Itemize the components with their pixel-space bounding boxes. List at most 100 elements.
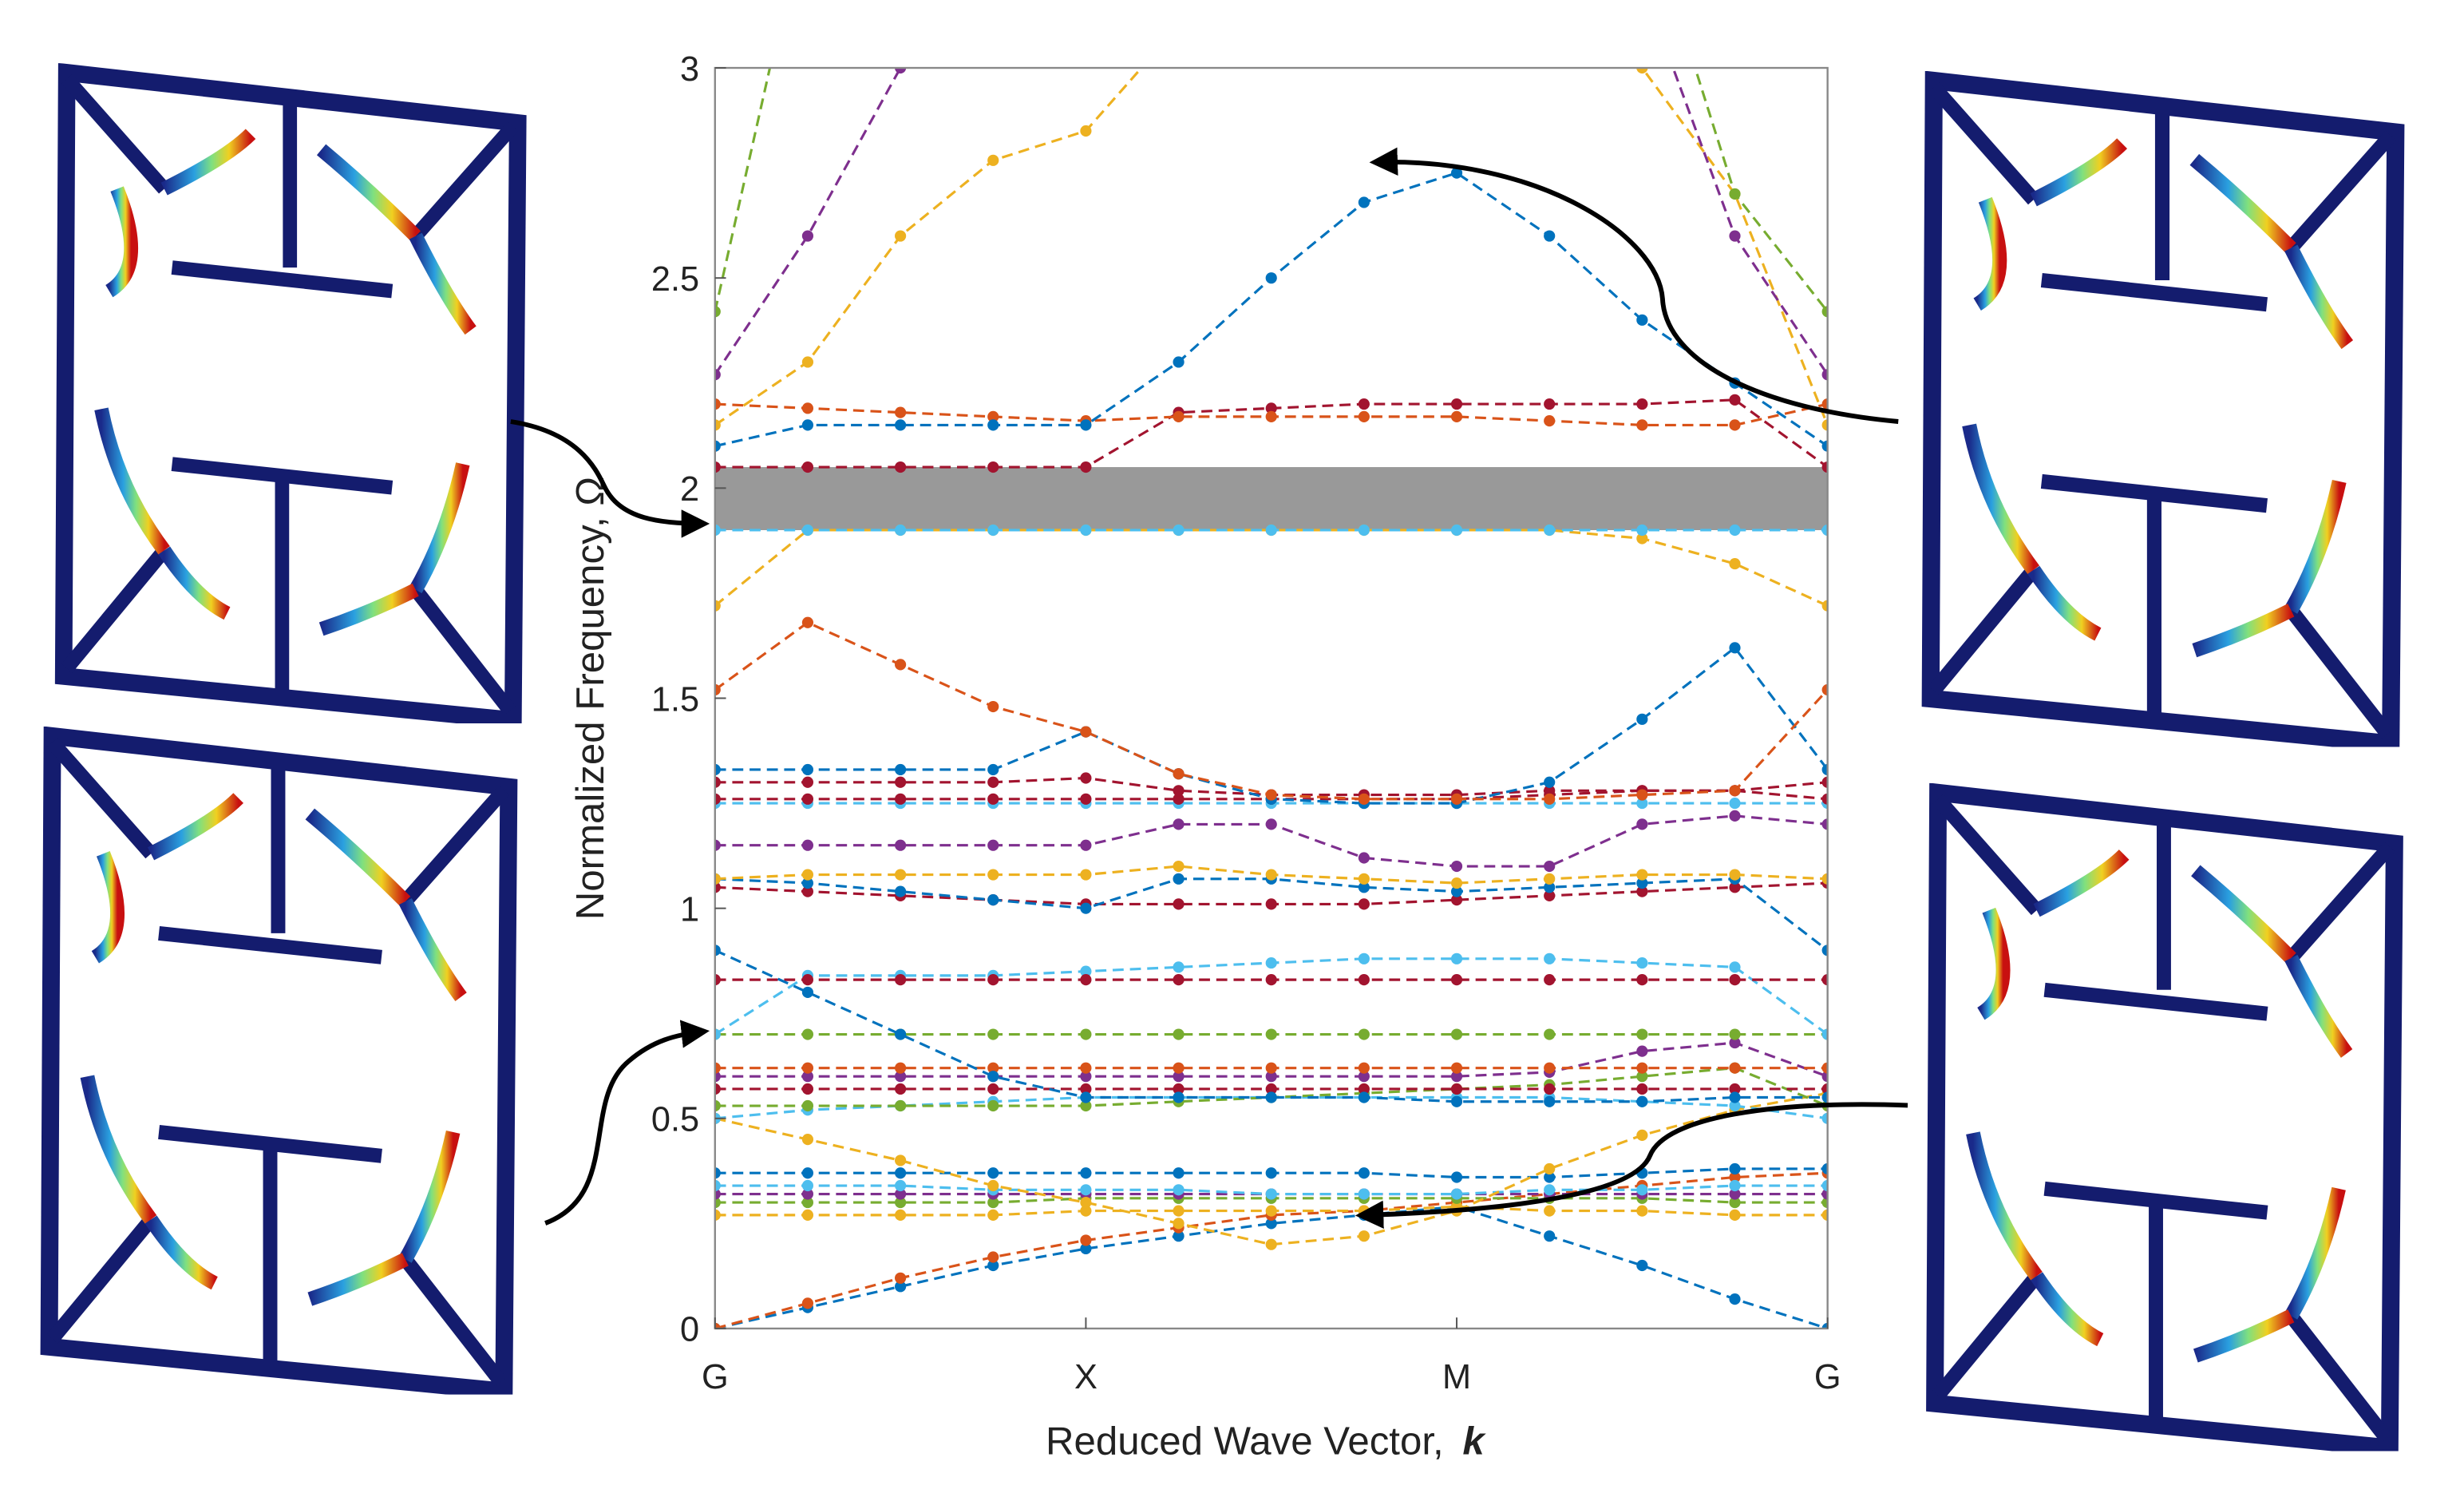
band-point — [895, 974, 907, 986]
band-point — [1729, 974, 1741, 986]
band-point — [801, 877, 814, 889]
band-point — [1636, 1071, 1648, 1083]
band-point — [987, 839, 999, 851]
band-point — [987, 1083, 999, 1095]
band-point — [895, 1196, 907, 1209]
band-point — [1821, 818, 1828, 830]
y-tick-label: 0 — [680, 1311, 699, 1349]
band-point — [1544, 974, 1556, 986]
band-point — [1544, 776, 1556, 788]
band-point — [714, 1322, 721, 1329]
band-point — [1636, 877, 1648, 889]
band-point — [1080, 1071, 1092, 1083]
band-line — [714, 68, 1828, 426]
band-point — [801, 419, 814, 431]
band-point — [1821, 776, 1828, 788]
band-point — [1450, 793, 1463, 805]
band-point — [1821, 1322, 1828, 1329]
band-point — [801, 616, 814, 628]
band-point — [1821, 974, 1828, 986]
band-point — [1173, 1062, 1185, 1074]
band-point — [1080, 419, 1092, 431]
band-point — [1821, 369, 1828, 381]
band-point — [714, 793, 721, 805]
band-point — [1358, 196, 1370, 208]
band-point — [714, 306, 721, 318]
band-point — [1080, 902, 1092, 914]
band-point — [987, 1028, 999, 1040]
band-point — [1358, 1028, 1370, 1040]
band-point — [1080, 1234, 1092, 1246]
band-point — [1358, 793, 1370, 805]
band-point — [1729, 1171, 1741, 1183]
band-gap — [714, 467, 1828, 530]
band-point — [1358, 1230, 1370, 1242]
band-point — [801, 974, 814, 986]
band-point — [1821, 398, 1828, 410]
band-point — [895, 1028, 907, 1040]
band-point — [987, 1167, 999, 1179]
band-point — [1636, 398, 1648, 410]
band-point — [895, 1099, 907, 1112]
band-point — [1265, 1083, 1277, 1095]
band-point — [801, 839, 814, 851]
band-point — [1544, 1184, 1556, 1196]
band-point — [1450, 877, 1463, 889]
band-point — [1450, 524, 1463, 537]
band-point — [1080, 1099, 1092, 1112]
band-point — [714, 440, 721, 452]
band-point — [987, 461, 999, 473]
mode-shape — [64, 73, 518, 720]
band-point — [1358, 881, 1370, 893]
band-point — [1729, 1179, 1741, 1192]
band-point — [1265, 1238, 1277, 1250]
band-point — [1821, 419, 1828, 431]
band-point — [987, 410, 999, 422]
band-point — [1821, 1071, 1828, 1083]
band-point — [987, 793, 999, 805]
band-point — [1729, 881, 1741, 893]
band-point — [1544, 785, 1556, 797]
band-point — [1729, 419, 1741, 431]
band-point — [1729, 785, 1741, 797]
band-point — [1729, 810, 1741, 822]
band-point — [1636, 1062, 1648, 1074]
band-point — [1358, 1062, 1370, 1074]
band-point — [714, 1083, 721, 1095]
band-point — [1265, 402, 1277, 414]
band-point — [895, 793, 907, 805]
band-point — [895, 406, 907, 418]
band-point — [1080, 1091, 1092, 1103]
band-point — [1080, 461, 1092, 473]
band-point — [895, 776, 907, 788]
band-point — [714, 369, 721, 381]
band-point — [1821, 1188, 1828, 1200]
band-point — [895, 1071, 907, 1083]
band-point — [1450, 860, 1463, 873]
band-point — [1080, 974, 1092, 986]
band-point — [714, 776, 721, 788]
band-point — [801, 1028, 814, 1040]
band-point — [1821, 1028, 1828, 1040]
band-point — [1450, 1083, 1463, 1095]
band-point — [1173, 1184, 1185, 1196]
arrow — [1369, 147, 1899, 424]
band-point — [1080, 125, 1092, 137]
band-point — [1821, 440, 1828, 452]
band-point — [714, 881, 721, 893]
band-point — [714, 600, 721, 612]
band-point — [1729, 1188, 1741, 1200]
band-point — [1173, 961, 1185, 973]
band-point — [1636, 1129, 1648, 1141]
band-point — [1358, 898, 1370, 910]
band-point — [1636, 1259, 1648, 1272]
mode-shape — [1931, 81, 2396, 743]
band-point — [1821, 1112, 1828, 1124]
band-point — [1636, 533, 1648, 545]
band-point — [714, 524, 721, 537]
band-point — [801, 1099, 814, 1112]
x-tick-label: M — [1442, 1358, 1471, 1396]
y-tick-label: 1.5 — [651, 680, 699, 719]
band-point — [801, 1062, 814, 1074]
band-point — [987, 1209, 999, 1221]
